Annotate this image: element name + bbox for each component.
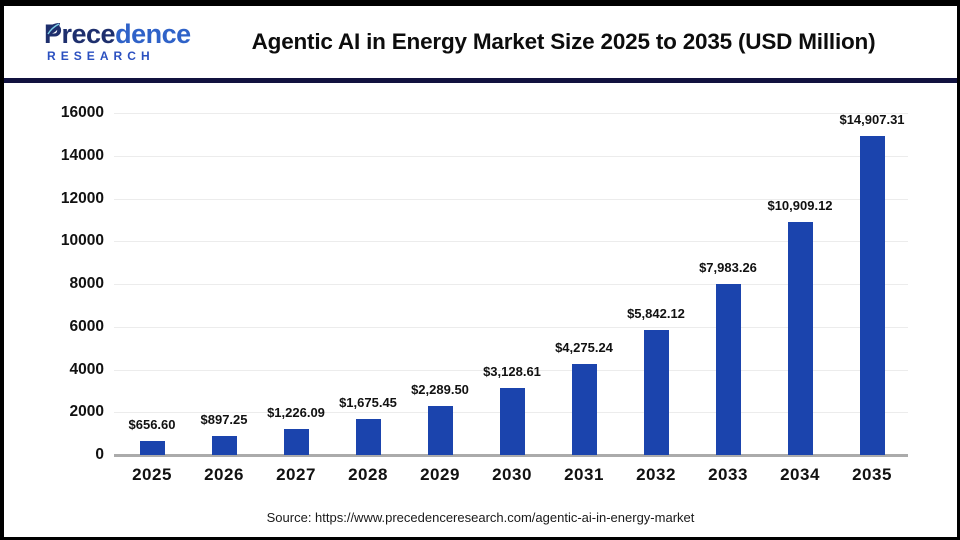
bar-slot: $1,675.45 xyxy=(332,113,404,455)
y-tick-label: 16000 xyxy=(60,104,104,121)
bar-value-label: $897.25 xyxy=(200,412,248,427)
x-tick-label: 2032 xyxy=(636,465,676,484)
bar-value-label: $4,275.24 xyxy=(555,340,613,355)
x-tick-label: 2035 xyxy=(852,465,892,484)
header: Precedence RESEARCH Agentic AI in Energy… xyxy=(4,6,957,78)
source-note: Source: https://www.precedenceresearch.c… xyxy=(266,510,695,525)
bar-slot: $10,909.12 xyxy=(764,113,836,455)
gridline xyxy=(114,326,908,328)
y-tick-label: 12000 xyxy=(60,189,104,207)
y-tick-label: 10000 xyxy=(60,232,104,250)
header-divider xyxy=(4,78,957,83)
bar-value-label: $3,128.61 xyxy=(483,364,541,379)
bar xyxy=(499,388,525,455)
gridline xyxy=(114,198,908,200)
x-axis-baseline xyxy=(114,454,908,457)
x-tick-label: 2026 xyxy=(204,465,244,484)
x-tick-label: 2030 xyxy=(492,465,532,484)
x-tick-label: 2025 xyxy=(132,465,172,484)
bar-value-label: $5,842.12 xyxy=(627,306,685,321)
bar xyxy=(211,436,237,455)
x-tick-label: 2028 xyxy=(348,465,388,484)
gridline xyxy=(114,113,908,114)
logo-wordmark: Precedence xyxy=(44,19,194,49)
x-tick-label: 2034 xyxy=(780,465,820,484)
x-tick-label: 2031 xyxy=(564,465,604,484)
y-tick-label: 8000 xyxy=(69,275,104,292)
bar-slot: $5,842.12 xyxy=(620,113,692,455)
gridline xyxy=(114,155,908,157)
bar xyxy=(355,419,381,455)
bar-value-label: $656.60 xyxy=(128,417,176,432)
bar xyxy=(283,429,309,455)
bar-series: $656.60 $897.25 $1,226.09 $1,675.45 $2,289.5… xyxy=(116,112,908,455)
x-tick-label: 2027 xyxy=(276,465,316,484)
bar xyxy=(571,364,597,455)
bar-value-label: $2,289.50 xyxy=(411,382,469,397)
bar xyxy=(643,330,669,455)
y-tick-label: 2000 xyxy=(69,403,104,421)
x-tick-label: 2033 xyxy=(708,465,748,484)
chart-title: Agentic AI in Energy Market Size 2025 to… xyxy=(251,29,876,54)
y-tick-label: 0 xyxy=(95,446,104,463)
x-axis: 2025 2026 2027 2028 2029 2030 2031 2032 2033 2034… xyxy=(116,465,908,485)
y-tick-label: 14000 xyxy=(60,146,104,164)
y-tick-label: 6000 xyxy=(69,317,104,335)
bar xyxy=(715,284,741,455)
gridline xyxy=(114,369,908,371)
bar xyxy=(427,406,453,455)
bar-slot: $2,289.50 xyxy=(404,113,476,455)
bar-slot: $3,128.61 xyxy=(476,113,548,455)
gridline xyxy=(114,241,908,243)
bar-slot: $656.60 xyxy=(116,113,188,455)
bar-value-label: $1,226.09 xyxy=(267,405,325,420)
logo-text-dence: dence xyxy=(115,19,191,49)
logo-research-label: RESEARCH xyxy=(47,49,155,63)
leaf-icon xyxy=(45,14,61,40)
x-tick-label: 2029 xyxy=(420,465,460,484)
precedence-research-logo: Precedence RESEARCH xyxy=(44,19,194,64)
bar xyxy=(859,136,885,455)
bar-slot: $897.25 xyxy=(188,113,260,455)
bar-slot: $14,907.31 xyxy=(836,112,908,455)
bar-value-label: $14,907.31 xyxy=(839,112,905,127)
bar xyxy=(787,222,813,455)
y-tick-label: 4000 xyxy=(69,360,104,378)
bar-value-label: $1,675.45 xyxy=(339,395,397,410)
bar-slot: $4,275.24 xyxy=(548,113,620,455)
bar-value-label: $10,909.12 xyxy=(767,198,833,213)
bar-slot: $7,983.26 xyxy=(692,113,764,455)
bar-value-label: $7,983.26 xyxy=(699,260,757,275)
bar-slot: $1,226.09 xyxy=(260,113,332,455)
chart-area: 0 2000 4000 6000 8000 10000 12000 14000 16000 $6… xyxy=(4,83,957,537)
bar xyxy=(139,441,165,455)
gridline xyxy=(114,284,908,285)
